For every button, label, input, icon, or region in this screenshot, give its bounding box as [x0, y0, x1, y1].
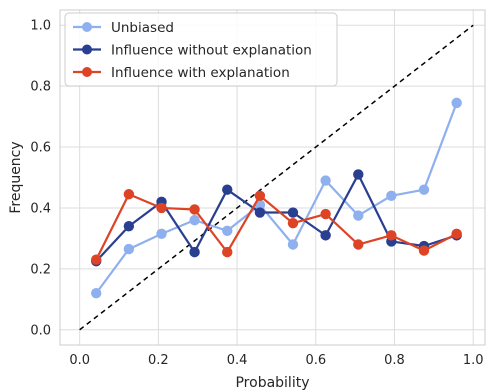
data-point	[254, 207, 266, 218]
data-point	[386, 190, 397, 201]
data-point	[320, 175, 331, 186]
y-tick-label: 0.2	[30, 262, 51, 277]
series-line	[95, 102, 458, 294]
data-point	[287, 217, 299, 229]
series-line	[95, 173, 458, 263]
plot-frame	[59, 9, 486, 346]
data-point	[189, 246, 200, 258]
series-line	[95, 193, 458, 261]
data-point	[287, 239, 299, 250]
y-tick-label: 1.0	[30, 19, 51, 34]
y-tick-label: 0.4	[30, 201, 51, 216]
y-tick-labels: 0.0 0.2 0.4 0.6 0.8 1.0	[30, 19, 51, 339]
data-point	[222, 225, 233, 236]
data-point	[123, 243, 135, 255]
x-tick-label: 0.6	[305, 353, 326, 368]
y-tick-label: 0.6	[30, 141, 51, 156]
legend-label: Influence without explanation	[111, 43, 312, 59]
series-2	[91, 189, 462, 265]
legend-label: Influence with explanation	[111, 65, 290, 81]
data-point	[320, 208, 331, 220]
data-point	[451, 97, 462, 109]
series-0	[91, 97, 462, 299]
data-point	[156, 228, 167, 240]
legend-label: Unbiased	[111, 20, 174, 36]
data-point	[254, 190, 266, 201]
data-point	[353, 210, 364, 221]
y-tick-label: 0.0	[30, 323, 51, 338]
x-tick-label: 0.2	[148, 353, 169, 368]
data-point	[91, 288, 102, 299]
data-point	[123, 221, 135, 232]
data-point	[222, 184, 233, 195]
x-tick-label: 0.0	[69, 353, 90, 368]
data-point	[222, 246, 233, 258]
x-tick-label: 0.8	[384, 353, 405, 368]
data-point	[418, 184, 430, 195]
legend-marker	[82, 22, 92, 32]
x-tick-label: 1.0	[463, 353, 484, 368]
data-point	[91, 254, 102, 265]
legend-box	[64, 12, 338, 87]
x-tick-labels: 0.0 0.2 0.4 0.6 0.8 1.0	[69, 353, 483, 368]
data-point	[189, 204, 200, 215]
series-layer	[91, 97, 462, 299]
x-tick-label: 0.4	[227, 353, 248, 368]
data-point	[353, 239, 364, 250]
x-axis-label: Probability	[235, 375, 309, 391]
data-point	[123, 189, 135, 200]
y-tick-label: 0.8	[30, 80, 51, 95]
legend: Unbiased Influence without explanation Inf…	[64, 12, 338, 87]
data-point	[418, 245, 430, 256]
data-point	[353, 169, 364, 180]
y-axis-label: Frequency	[8, 141, 24, 213]
legend-marker	[82, 44, 92, 55]
data-point	[386, 230, 397, 241]
series-1	[91, 169, 462, 267]
reference-diagonal	[79, 24, 474, 331]
data-point	[451, 228, 462, 240]
data-point	[287, 207, 299, 218]
data-point	[156, 202, 167, 214]
legend-marker	[82, 67, 92, 77]
data-point	[320, 230, 331, 241]
data-point	[189, 214, 200, 226]
